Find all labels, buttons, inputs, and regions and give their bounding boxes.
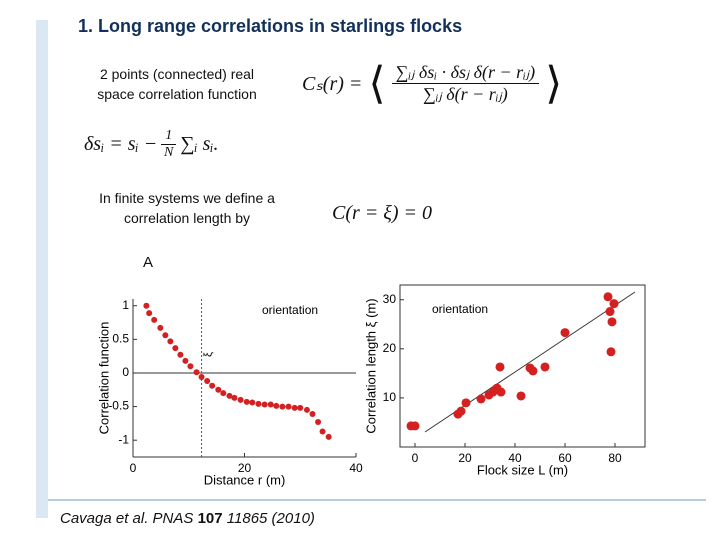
x-tick-label: 80 (608, 451, 622, 465)
x-tick-label: 0 (412, 451, 419, 465)
data-point (496, 387, 506, 397)
data-point (231, 394, 238, 401)
data-point (495, 362, 505, 372)
data-point (187, 363, 194, 370)
numerator: ∑ᵢⱼ δsᵢ · δsⱼ δ(r − rᵢⱼ) (391, 62, 540, 84)
data-point (605, 307, 615, 317)
x-tick-label: 60 (558, 451, 572, 465)
data-point (249, 399, 256, 406)
y-tick-label: -0.5 (108, 399, 129, 413)
y-tick-label: 20 (383, 341, 397, 355)
xi-label: ξ (202, 352, 214, 357)
data-point (325, 433, 332, 440)
panel-label: A (143, 254, 154, 271)
data-point (410, 421, 420, 431)
annotation: orientation (262, 303, 318, 317)
data-point (607, 317, 617, 327)
data-point (319, 428, 326, 435)
formula-xi: C(r = ξ) = 0 (332, 202, 432, 224)
data-point (220, 390, 227, 397)
bracket: ⟩ (545, 59, 563, 108)
data-point (606, 347, 616, 357)
y-tick-label: 0.5 (112, 332, 129, 346)
annotation: orientation (432, 302, 488, 316)
data-point (267, 401, 274, 408)
x-tick-label: 0 (130, 461, 137, 475)
citation-rest: 11865 (2010) (226, 510, 315, 527)
data-point (528, 366, 538, 376)
data-point (261, 401, 268, 408)
data-point (279, 403, 286, 410)
data-point (157, 324, 164, 331)
data-point (309, 410, 316, 417)
data-point (303, 406, 310, 413)
x-tick-label: 40 (349, 461, 363, 475)
data-point (172, 345, 179, 352)
x-axis-label: Distance r (m) (204, 472, 286, 487)
citation-authors: Cavaga et al. PNAS (60, 510, 194, 527)
y-axis-label: Correlation function (96, 322, 111, 435)
data-point (291, 404, 298, 411)
data-point (162, 332, 169, 339)
slide-title: 1. Long range correlations in starlings … (78, 16, 463, 36)
data-point (177, 351, 184, 358)
data-point (243, 398, 250, 405)
data-point (285, 403, 292, 410)
y-tick-label: 1 (122, 298, 129, 312)
citation-volume: 107 (197, 510, 223, 527)
data-point (204, 378, 211, 385)
bracket: ⟨ (368, 59, 386, 108)
y-tick-label: -1 (118, 432, 129, 446)
data-point (198, 373, 205, 380)
formula-lhs: δsᵢ = sᵢ − (84, 133, 158, 155)
data-point (476, 394, 486, 404)
data-point (273, 402, 280, 409)
data-point (540, 362, 550, 372)
data-point (516, 391, 526, 401)
formula-rhs: ∑ᵢ sᵢ. (180, 133, 219, 155)
data-point (255, 400, 262, 407)
plot-frame (399, 284, 646, 448)
finite-text: In finite systems we define a correlatio… (99, 190, 275, 226)
data-point (603, 292, 613, 302)
x-axis-label: Flock size L (m) (477, 462, 568, 477)
data-point (182, 357, 189, 364)
x-tick-label: 20 (458, 451, 472, 465)
data-point (456, 406, 466, 416)
y-tick-label: 10 (383, 390, 397, 404)
citation: Cavaga et al. PNAS 107 11865 (2010) (60, 510, 315, 527)
data-point (237, 396, 244, 403)
y-tick-label: 30 (383, 292, 397, 306)
data-point (143, 302, 150, 309)
fraction: ∑ᵢⱼ δsᵢ · δsⱼ δ(r − rᵢⱼ) ∑ᵢⱼ δ(r − rᵢⱼ) (391, 62, 540, 105)
numerator: 1 (161, 128, 177, 145)
x-tick-label: 40 (508, 451, 522, 465)
data-point (167, 338, 174, 345)
data-point (215, 386, 222, 393)
data-point (315, 419, 322, 426)
data-point (151, 316, 158, 323)
side-bar (36, 20, 48, 518)
y-tick-label: 0 (122, 365, 129, 379)
data-point (193, 369, 200, 376)
data-point (461, 398, 471, 408)
data-point (226, 392, 233, 399)
formula-cs: Cₛ(r) = ⟨ ∑ᵢⱼ δsᵢ · δsⱼ δ(r − rᵢⱼ) ∑ᵢⱼ δ(… (302, 58, 562, 109)
x-tick-label: 20 (238, 461, 252, 475)
data-point (609, 299, 619, 309)
denominator: N (164, 145, 174, 160)
data-point (297, 404, 304, 411)
data-point (146, 310, 153, 317)
definition-text: 2 points (connected) real space correlat… (97, 66, 257, 102)
y-axis-label: Correlation length ξ (m) (363, 298, 378, 433)
data-point (209, 382, 216, 389)
denominator: ∑ᵢⱼ δ(r − rᵢⱼ) (422, 84, 508, 104)
formula-lhs: Cₛ(r) = (302, 73, 363, 95)
data-point (560, 328, 570, 338)
